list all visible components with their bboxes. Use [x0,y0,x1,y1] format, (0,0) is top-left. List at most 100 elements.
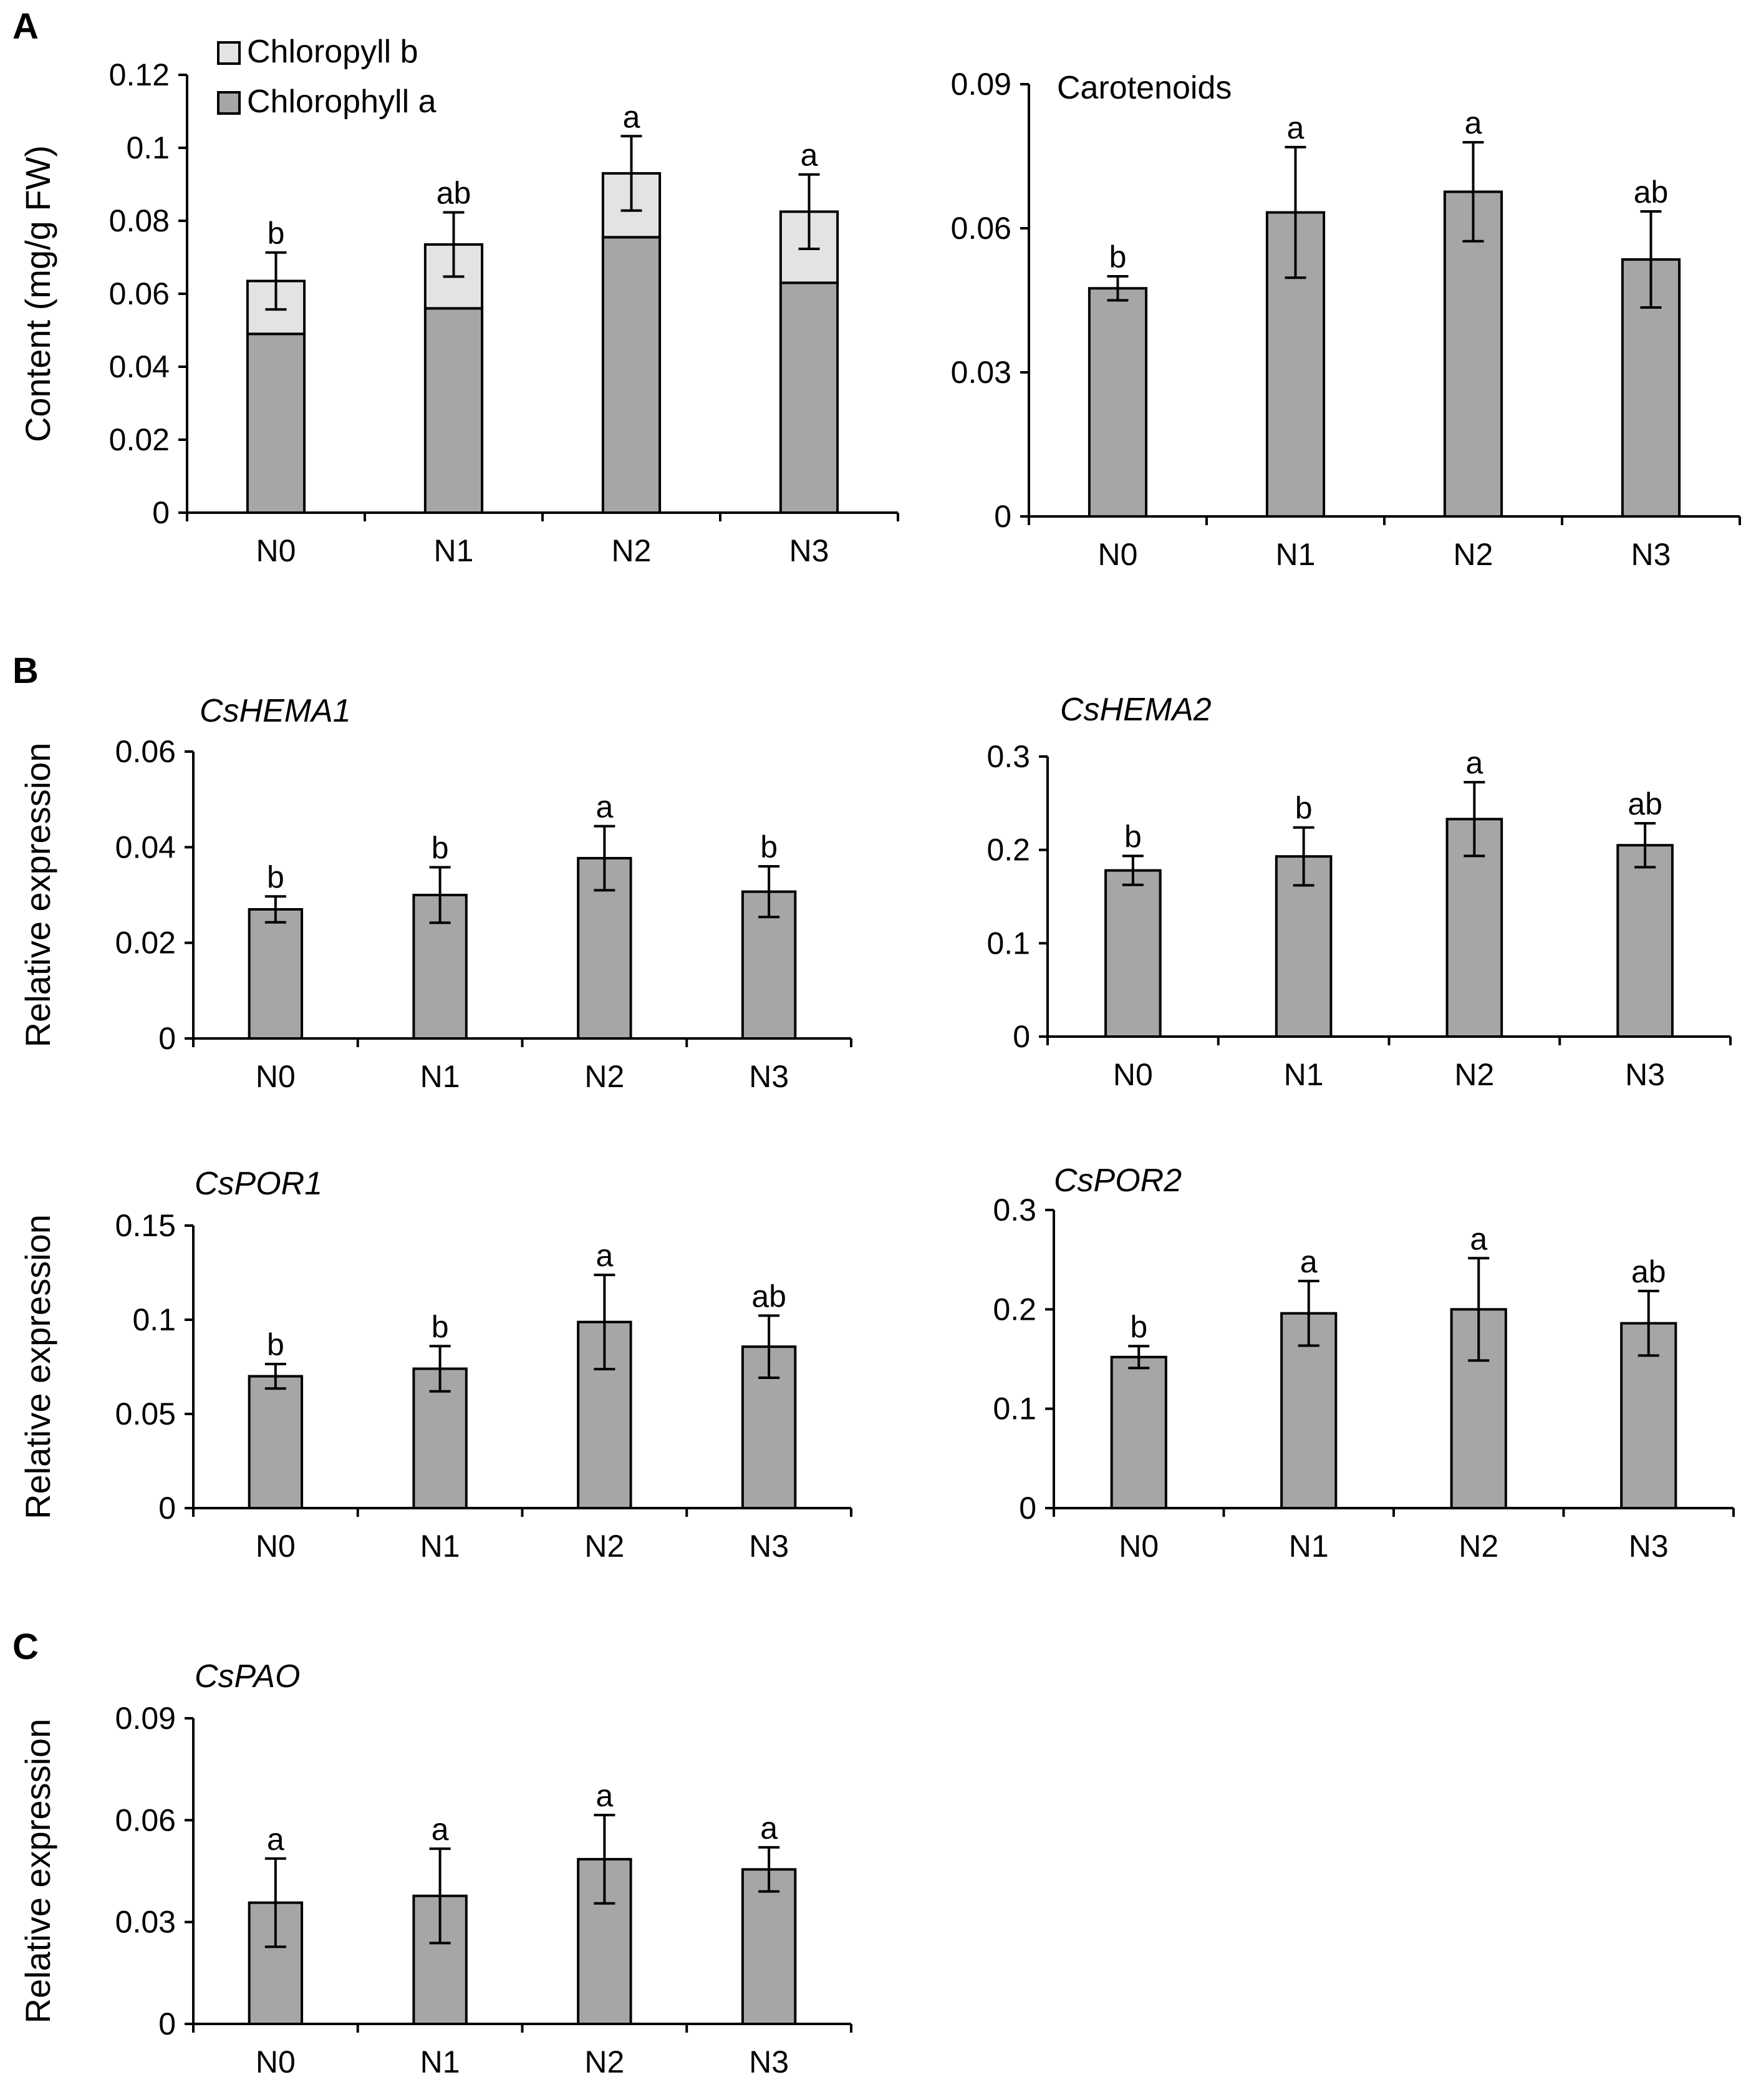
y-tick-label-por1-2: 0.1 [132,1302,176,1337]
y-tick-label-chloro-4: 0.08 [109,203,170,238]
y-tick-label-carot-0: 0 [994,499,1011,534]
bar-chloro-n3-series-1 [779,281,839,514]
y-tick-label-hema1-0: 0 [158,1021,176,1056]
y-tick-label-chloro-5: 0.1 [126,130,170,165]
significance-label-hema1-n3: b [760,830,778,864]
bar-chloro-n0-series-1 [246,332,306,514]
chart-title-hema1: CsHEMA1 [200,693,351,729]
significance-label-chloro-n2: a [623,99,640,134]
x-tick-label-pao-n0: N0 [256,2044,296,2079]
y-tick-label-chloro-0: 0 [152,495,170,530]
x-tick-label-por2-n0: N0 [1119,1529,1159,1564]
x-tick-label-carot-n2: N2 [1454,537,1493,572]
y-tick-label-por1-0: 0 [158,1491,176,1526]
x-tick-label-carot-n3: N3 [1631,537,1671,572]
x-tick-label-pao-n1: N1 [420,2044,460,2079]
chart-por2: b N0 a N1 a N2 ab N3 0 0.1 0.2 0.3 CsPOR2 [993,1163,1735,1564]
y-tick-label-hema1-2: 0.04 [115,830,176,864]
significance-label-hema2-n3: ab [1628,786,1662,821]
significance-label-hema1-n0: b [267,859,284,894]
y-tick-label-por2-0: 0 [1019,1491,1036,1526]
y-tick-label-carot-1: 0.03 [951,355,1011,390]
x-tick-label-chloro-n1: N1 [434,533,474,568]
chart-chloro: b N0 ab N1 a N2 a N3 0 0.02 0.04 0.06 0.08 0.1 0.12 Con… [18,34,899,568]
significance-label-por2-n0: b [1130,1309,1147,1344]
bar-hema2-n3 [1616,844,1674,1038]
x-tick-label-hema1-n1: N1 [420,1059,460,1094]
bar-hema1-n0 [248,908,304,1040]
bar-chloro-n1-series-1 [423,307,484,514]
significance-label-por1-n1: b [432,1309,449,1344]
significance-label-por2-n3: ab [1631,1254,1666,1289]
x-tick-label-hema1-n3: N3 [749,1059,789,1094]
y-tick-label-chloro-3: 0.06 [109,276,170,311]
significance-label-pao-n2: a [596,1778,613,1813]
significance-label-por1-n2: a [596,1238,613,1273]
y-tick-label-chloro-1: 0.02 [109,422,170,457]
y-axis-title-chloro: Content (mg/g FW) [18,145,57,442]
chart-title-por2: CsPOR2 [1054,1163,1182,1199]
bar-carot-n0 [1088,287,1148,518]
significance-label-hema1-n1: b [432,831,449,866]
y-tick-label-chloro-2: 0.04 [109,349,170,384]
chart-title-pao: CsPAO [195,1658,301,1695]
y-tick-label-hema1-1: 0.02 [115,926,176,960]
x-tick-label-pao-n3: N3 [749,2044,789,2079]
x-tick-label-chloro-n2: N2 [612,533,652,568]
bar-por2-n0 [1110,1355,1167,1509]
significance-label-hema1-n2: a [596,790,613,825]
y-axis-title-por1: Relative expression [18,1214,57,1519]
significance-label-carot-n0: b [1109,240,1127,274]
chart-carot: b N0 a N1 a N2 ab N3 0 0.03 0.06 0.09 Carotenoids [951,67,1741,572]
bar-por1-n0 [248,1375,304,1510]
legend-swatch-2 [217,91,241,115]
y-tick-label-pao-3: 0.09 [115,1701,176,1736]
y-tick-label-por2-3: 0.3 [993,1193,1036,1227]
panel-letter-a: A [12,6,39,47]
significance-label-carot-n1: a [1287,110,1305,145]
y-tick-label-pao-1: 0.03 [115,1905,176,1940]
y-tick-label-hema2-0: 0 [1013,1019,1030,1054]
x-tick-label-hema2-n2: N2 [1454,1057,1494,1092]
significance-label-por1-n3: ab [751,1279,786,1314]
x-tick-label-por1-n0: N0 [256,1529,296,1564]
x-tick-label-chloro-n3: N3 [789,533,829,568]
y-tick-label-hema2-1: 0.1 [986,926,1030,960]
chart-hema2: b N0 b N1 a N2 ab N3 0 0.1 0.2 0.3 CsHEMA2 [986,692,1732,1092]
significance-label-chloro-n1: ab [436,176,471,211]
y-tick-label-hema1-3: 0.06 [115,734,176,769]
significance-label-carot-n2: a [1465,105,1482,140]
chart-pao: a N0 a N1 a N2 a N3 0 0.03 0.06 0.09 Relative expres… [18,1658,852,2079]
x-tick-label-hema2-n0: N0 [1113,1057,1153,1092]
y-tick-label-carot-2: 0.06 [951,211,1011,246]
bar-chloro-n2-series-1 [601,236,662,514]
x-tick-label-carot-n0: N0 [1098,537,1138,572]
x-tick-label-pao-n2: N2 [584,2044,624,2079]
chart-title-por1: CsPOR1 [195,1166,322,1202]
x-tick-label-por2-n1: N1 [1289,1529,1329,1564]
significance-label-chloro-n0: b [268,216,285,251]
y-tick-label-pao-0: 0 [158,2006,176,2041]
significance-label-hema2-n2: a [1465,745,1483,780]
panel-letter-c: C [12,1627,39,1667]
x-tick-label-chloro-n0: N0 [256,533,296,568]
legend-swatch-1 [217,41,241,65]
chart-por1: b N0 b N1 a N2 ab N3 0 0.05 0.1 0.15 Relative expres… [18,1166,852,1564]
significance-label-por1-n0: b [267,1327,284,1362]
y-axis-title-hema1: Relative expression [18,743,57,1048]
x-tick-label-carot-n1: N1 [1276,537,1316,572]
significance-label-pao-n3: a [760,1811,778,1846]
x-tick-label-por2-n2: N2 [1459,1529,1498,1564]
x-tick-label-hema2-n3: N3 [1625,1057,1665,1092]
x-tick-label-hema1-n2: N2 [584,1059,624,1094]
chart-hema1: b N0 b N1 a N2 b N3 0 0.02 0.04 0.06 Relative expres… [18,693,852,1094]
significance-label-chloro-n3: a [801,138,818,173]
y-tick-label-hema2-3: 0.3 [986,739,1030,774]
y-tick-label-chloro-6: 0.12 [109,57,170,92]
bar-hema2-n0 [1104,869,1162,1038]
significance-label-por2-n2: a [1470,1221,1487,1256]
x-tick-label-por1-n1: N1 [420,1529,460,1564]
x-tick-label-hema1-n0: N0 [256,1059,296,1094]
x-tick-label-por1-n2: N2 [584,1529,624,1564]
